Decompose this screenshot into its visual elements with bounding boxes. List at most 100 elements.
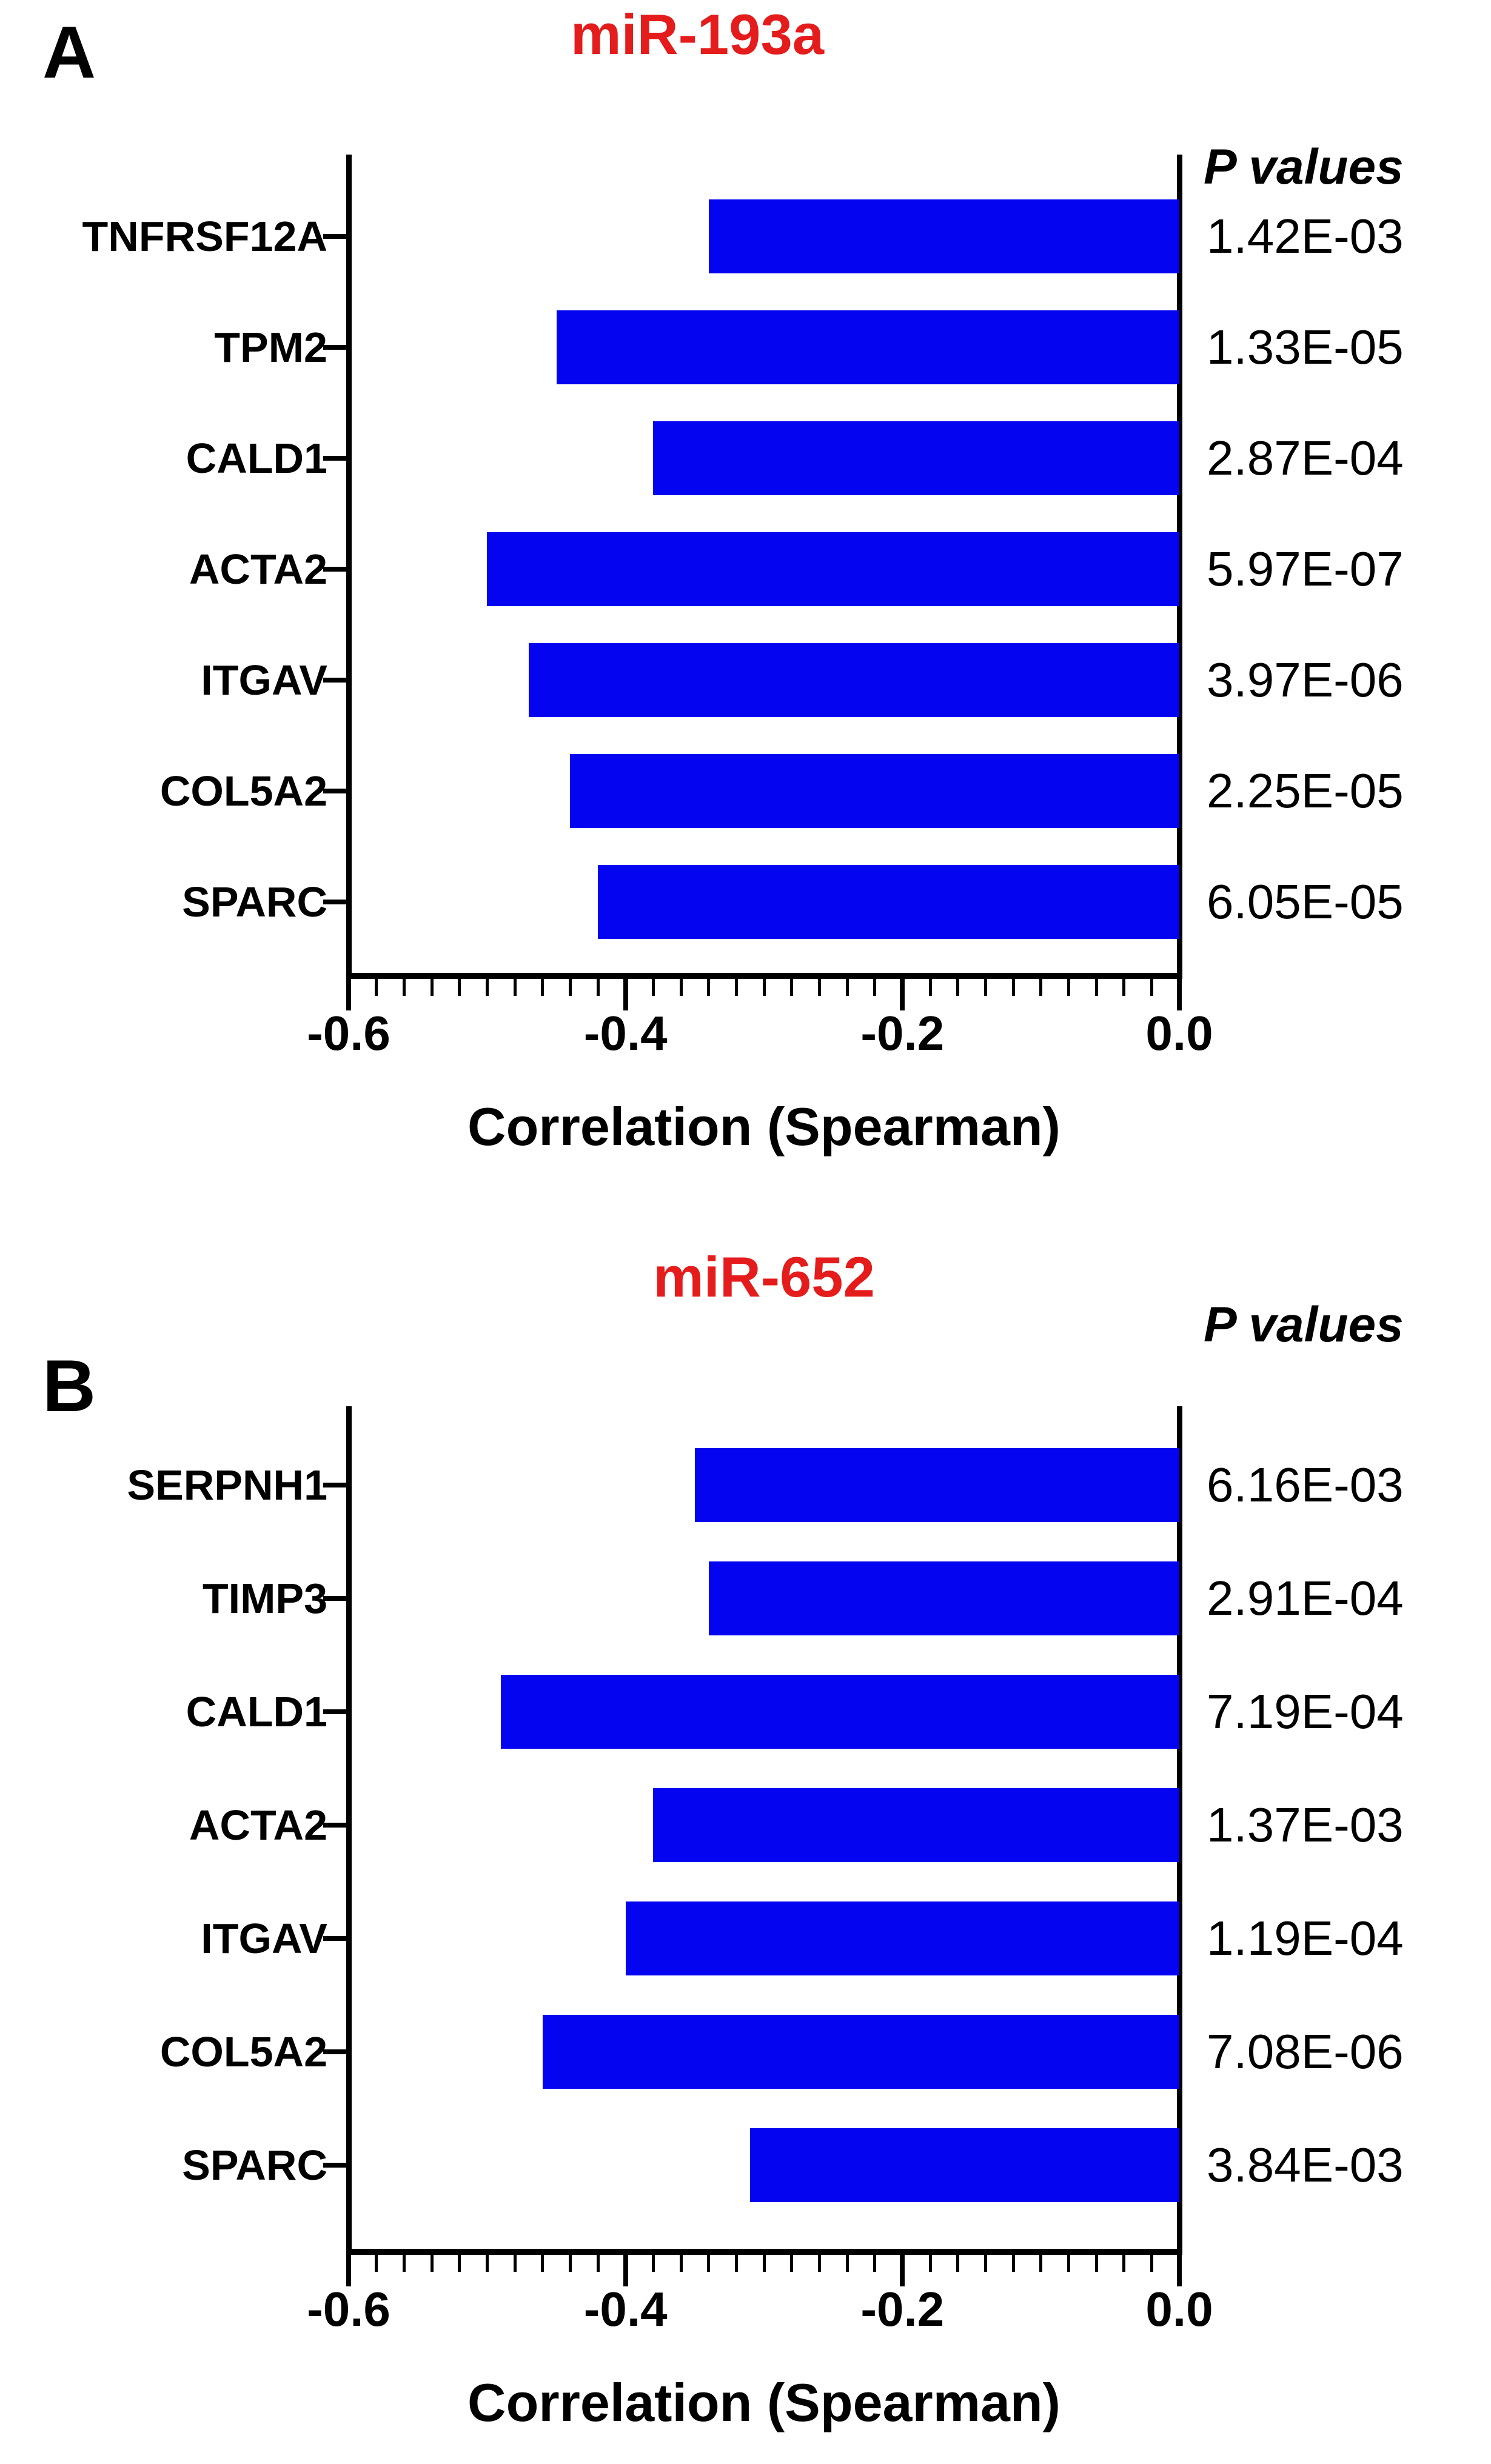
p-value-ACTA2: 1.37E-03: [1207, 1798, 1404, 1852]
x-minor-tick: [679, 2255, 683, 2272]
x-minor-tick: [845, 2255, 849, 2272]
x-minor-tick: [1122, 979, 1126, 996]
panel-b-letter: B: [42, 1344, 96, 1427]
y-tick-COL5A2: [323, 789, 349, 793]
x-minor-tick: [513, 2255, 517, 2272]
bar-COL5A2: [570, 754, 1179, 828]
bar-ITGAV: [528, 643, 1179, 717]
category-label-SERPNH1: SERPNH1: [127, 1461, 327, 1509]
x-axis-bottom-spine: [346, 973, 1182, 979]
y-tick-CALD1: [323, 456, 349, 461]
x-minor-tick: [485, 2255, 489, 2272]
panel-b-plot-area: [346, 1406, 1182, 2286]
x-minor-tick: [458, 2255, 461, 2272]
x-minor-tick: [983, 979, 987, 996]
category-label-ACTA2: ACTA2: [189, 1801, 327, 1849]
y-tick-SPARC: [323, 2163, 349, 2168]
x-minor-tick: [928, 2255, 932, 2272]
panel-b-p-values-header: P values: [1204, 1297, 1404, 1352]
x-minor-tick: [734, 2255, 738, 2272]
y-tick-TNFRSF12A: [323, 234, 349, 239]
x-tick-label--0.2: -0.2: [860, 2282, 945, 2336]
y-tick-ITGAV: [323, 678, 349, 683]
x-minor-tick: [790, 2255, 794, 2272]
category-label-SPARC: SPARC: [182, 878, 327, 926]
x-minor-tick: [596, 979, 600, 996]
x-minor-tick: [707, 979, 711, 996]
panel-b-x-axis-label: Correlation (Spearman): [467, 2372, 1060, 2432]
x-minor-tick: [541, 2255, 544, 2272]
x-minor-tick: [568, 2255, 572, 2272]
x-minor-tick: [817, 979, 821, 996]
x-minor-tick: [873, 979, 877, 996]
x-minor-tick: [762, 979, 766, 996]
panel-a-p-values-header: P values: [1204, 139, 1404, 195]
p-value-ACTA2: 5.97E-07: [1207, 542, 1404, 596]
x-tick-label--0.4: -0.4: [583, 1006, 668, 1060]
panel-a-plot-area: [346, 155, 1182, 1010]
x-minor-tick: [375, 2255, 378, 2272]
category-label-SPARC: SPARC: [182, 2142, 327, 2189]
x-minor-tick: [1122, 2255, 1126, 2272]
bar-SPARC: [750, 2128, 1179, 2202]
x-minor-tick: [596, 2255, 600, 2272]
x-minor-tick: [1094, 2255, 1098, 2272]
p-value-COL5A2: 7.08E-06: [1207, 2025, 1404, 2078]
x-minor-tick: [873, 2255, 877, 2272]
x-minor-tick: [568, 979, 572, 996]
x-minor-tick: [1011, 2255, 1015, 2272]
panel-a: A miR-193a P values Correlation (Spearma…: [42, 2, 1404, 1157]
p-value-TPM2: 1.33E-05: [1207, 320, 1404, 374]
x-minor-tick: [485, 979, 489, 996]
category-label-COL5A2: COL5A2: [159, 2028, 327, 2075]
p-value-TNFRSF12A: 1.42E-03: [1207, 209, 1404, 263]
bar-ITGAV: [625, 1901, 1179, 1975]
category-label-ITGAV: ITGAV: [201, 1915, 327, 1962]
category-label-TIMP3: TIMP3: [202, 1575, 327, 1622]
y-tick-SPARC: [323, 900, 349, 904]
bar-ACTA2: [487, 532, 1179, 606]
x-major-tick: [1177, 979, 1182, 1010]
x-axis-bottom-spine: [346, 2249, 1182, 2255]
x-minor-tick: [956, 2255, 960, 2272]
x-minor-tick: [651, 979, 655, 996]
panel-b-title: miR-652: [653, 1245, 875, 1309]
y-tick-COL5A2: [323, 2049, 349, 2054]
category-label-TPM2: TPM2: [214, 324, 327, 371]
x-minor-tick: [1150, 979, 1153, 996]
x-minor-tick: [928, 979, 932, 996]
panel-b: B miR-652 P values Correlation (Spearman…: [0, 1237, 1491, 2464]
x-minor-tick: [513, 979, 517, 996]
p-value-SERPNH1: 6.16E-03: [1207, 1458, 1404, 1512]
x-tick-label--0.2: -0.2: [860, 1006, 945, 1060]
y-axis-left-spine: [346, 155, 352, 975]
bar-CALD1: [653, 421, 1179, 495]
x-minor-tick: [430, 979, 434, 996]
x-minor-tick: [845, 979, 849, 996]
y-tick-TIMP3: [323, 1596, 349, 1601]
x-tick-label-0.0: 0.0: [1145, 2282, 1213, 2336]
p-value-CALD1: 2.87E-04: [1207, 431, 1404, 485]
x-minor-tick: [541, 979, 544, 996]
p-value-ITGAV: 1.19E-04: [1207, 1911, 1404, 1965]
bar-COL5A2: [542, 2015, 1179, 2089]
x-major-tick: [346, 979, 351, 1010]
y-tick-SERPNH1: [323, 1483, 349, 1487]
x-minor-tick: [956, 979, 960, 996]
bar-ACTA2: [653, 1788, 1179, 1862]
p-value-SPARC: 6.05E-05: [1207, 875, 1404, 929]
y-tick-ACTA2: [323, 1823, 349, 1828]
x-minor-tick: [679, 979, 683, 996]
x-minor-tick: [1039, 2255, 1043, 2272]
x-major-tick: [900, 979, 905, 1010]
x-minor-tick: [790, 979, 794, 996]
x-minor-tick: [707, 2255, 711, 2272]
panel-a-title: miR-193a: [571, 2, 824, 66]
x-minor-tick: [1067, 979, 1070, 996]
category-label-COL5A2: COL5A2: [159, 767, 327, 815]
x-minor-tick: [983, 2255, 987, 2272]
panel-a-x-axis-label: Correlation (Spearman): [467, 1097, 1060, 1157]
bar-TNFRSF12A: [708, 199, 1179, 273]
x-minor-tick: [1011, 979, 1015, 996]
category-label-ACTA2: ACTA2: [189, 546, 327, 593]
